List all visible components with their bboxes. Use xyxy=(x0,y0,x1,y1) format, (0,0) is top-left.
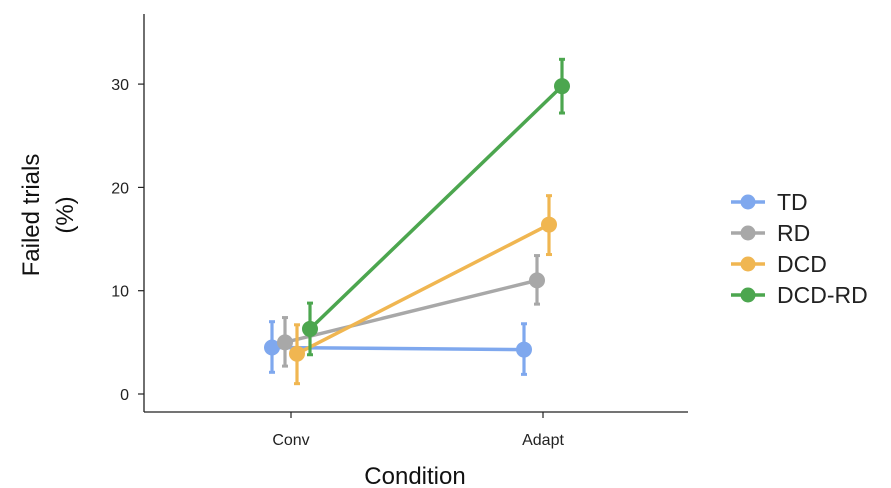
series-rd xyxy=(277,254,545,368)
data-point xyxy=(529,272,545,289)
legend-marker xyxy=(740,225,756,241)
data-point xyxy=(289,345,305,362)
legend-label: RD xyxy=(777,220,810,246)
legend-label: DCD-RD xyxy=(777,282,868,308)
legend-item-rd: RD xyxy=(731,220,810,246)
legend-marker xyxy=(740,256,756,272)
x-tick-label: Adapt xyxy=(522,432,564,449)
data-point xyxy=(516,341,532,358)
y-tick-label: 30 xyxy=(111,77,129,94)
series-line xyxy=(283,278,539,345)
y-tick-label: 0 xyxy=(120,387,129,404)
y-axis-title-line-2: (%) xyxy=(52,196,79,233)
x-ticks: Conv Adapt xyxy=(272,412,564,449)
axes: 0 10 20 30 Conv Adapt xyxy=(111,14,688,449)
x-tick-label: Conv xyxy=(272,432,309,449)
legend-item-dcd: DCD xyxy=(731,251,827,277)
y-axis-title-line-1: Failed trials xyxy=(18,154,45,277)
data-point xyxy=(264,339,280,356)
series-line xyxy=(270,345,526,352)
data-point xyxy=(554,78,570,95)
data-point xyxy=(302,320,318,337)
data-point xyxy=(541,216,557,233)
series-line xyxy=(308,84,564,331)
data-point xyxy=(277,334,293,351)
legend-label: TD xyxy=(777,189,808,215)
series-td xyxy=(264,320,532,376)
legend-marker xyxy=(740,287,756,303)
legend-label: DCD xyxy=(777,251,827,277)
legend-item-dcd-rd: DCD-RD xyxy=(731,282,868,308)
series-line xyxy=(295,222,551,356)
plot-area xyxy=(264,57,570,386)
x-axis-title: Condition xyxy=(364,463,465,488)
series-dcd xyxy=(289,194,557,386)
legend-item-td: TD xyxy=(731,189,808,215)
y-tick-label: 20 xyxy=(111,180,129,197)
legend: TD RD DCD DCD-RD xyxy=(731,189,868,308)
legend-marker xyxy=(740,194,756,210)
y-ticks: 0 10 20 30 xyxy=(111,77,144,404)
y-tick-label: 10 xyxy=(111,284,129,301)
series-dcd-rd xyxy=(302,57,570,357)
